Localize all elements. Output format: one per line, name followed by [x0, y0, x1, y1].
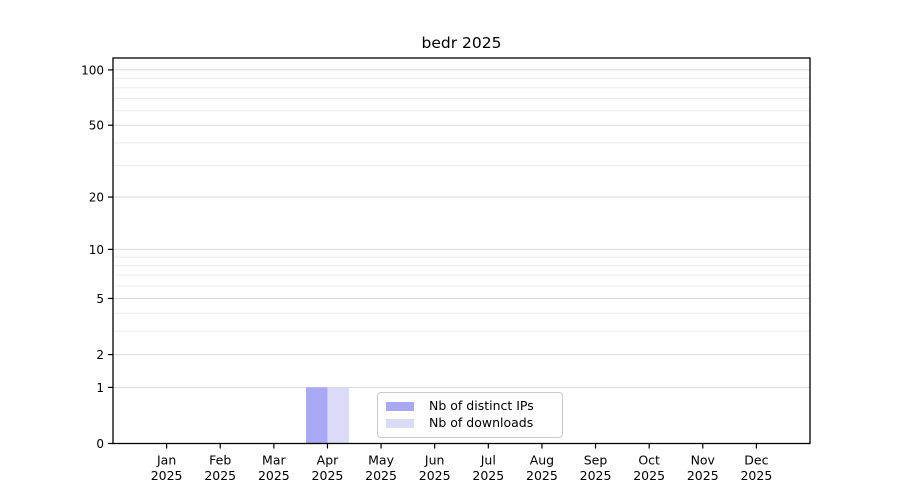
x-tick-label-year: 2025	[526, 468, 558, 483]
x-tick-label-month: Mar	[262, 453, 286, 468]
x-tick-label-month: Oct	[638, 453, 660, 468]
legend-item-downloads: Nb of downloads	[386, 417, 554, 430]
x-tick-label-year: 2025	[419, 468, 451, 483]
legend-label-distinct-ips: Nb of distinct IPs	[429, 398, 534, 414]
x-tick-label-year: 2025	[740, 468, 772, 483]
x-tick-label-month: Dec	[744, 453, 768, 468]
x-tick-label-month: Aug	[530, 453, 554, 468]
y-tick-label: 5	[96, 292, 104, 306]
x-tick-label-year: 2025	[633, 468, 665, 483]
x-tick-label-month: May	[368, 453, 394, 468]
legend-label-downloads: Nb of downloads	[429, 415, 534, 431]
x-tick-label-year: 2025	[580, 468, 612, 483]
x-tick-label-year: 2025	[312, 468, 344, 483]
x-tick-label-month: Jun	[424, 453, 445, 468]
x-tick-label-year: 2025	[365, 468, 397, 483]
x-tick-label-year: 2025	[204, 468, 236, 483]
x-tick-label-month: Nov	[691, 453, 716, 468]
x-tick-label-month: Jan	[156, 453, 176, 468]
y-tick-label: 0	[96, 437, 104, 451]
y-tick-label: 1	[96, 381, 104, 395]
x-tick-label-month: Sep	[584, 453, 608, 468]
y-tick-label: 10	[89, 243, 104, 257]
bar	[327, 387, 349, 444]
x-tick-label-month: Apr	[317, 453, 339, 468]
legend-swatch-downloads	[386, 419, 414, 428]
y-tick-label: 50	[89, 119, 104, 133]
x-tick-label-year: 2025	[472, 468, 504, 483]
legend-swatch-distinct-ips	[386, 402, 414, 411]
x-tick-label-year: 2025	[687, 468, 719, 483]
x-tick-label-year: 2025	[258, 468, 290, 483]
x-tick-label-month: Jul	[480, 453, 496, 468]
x-tick-label-year: 2025	[151, 468, 183, 483]
plot-frame	[112, 57, 811, 445]
x-tick-label-month: Feb	[209, 453, 231, 468]
y-tick-label: 100	[81, 63, 104, 77]
y-tick-label: 2	[96, 348, 104, 362]
legend-item-distinct-ips: Nb of distinct IPs	[386, 400, 554, 413]
legend: Nb of distinct IPs Nb of downloads	[377, 392, 563, 438]
chart-title: bedr 2025	[421, 34, 502, 52]
bar	[306, 387, 328, 444]
y-tick-label: 20	[89, 191, 104, 205]
